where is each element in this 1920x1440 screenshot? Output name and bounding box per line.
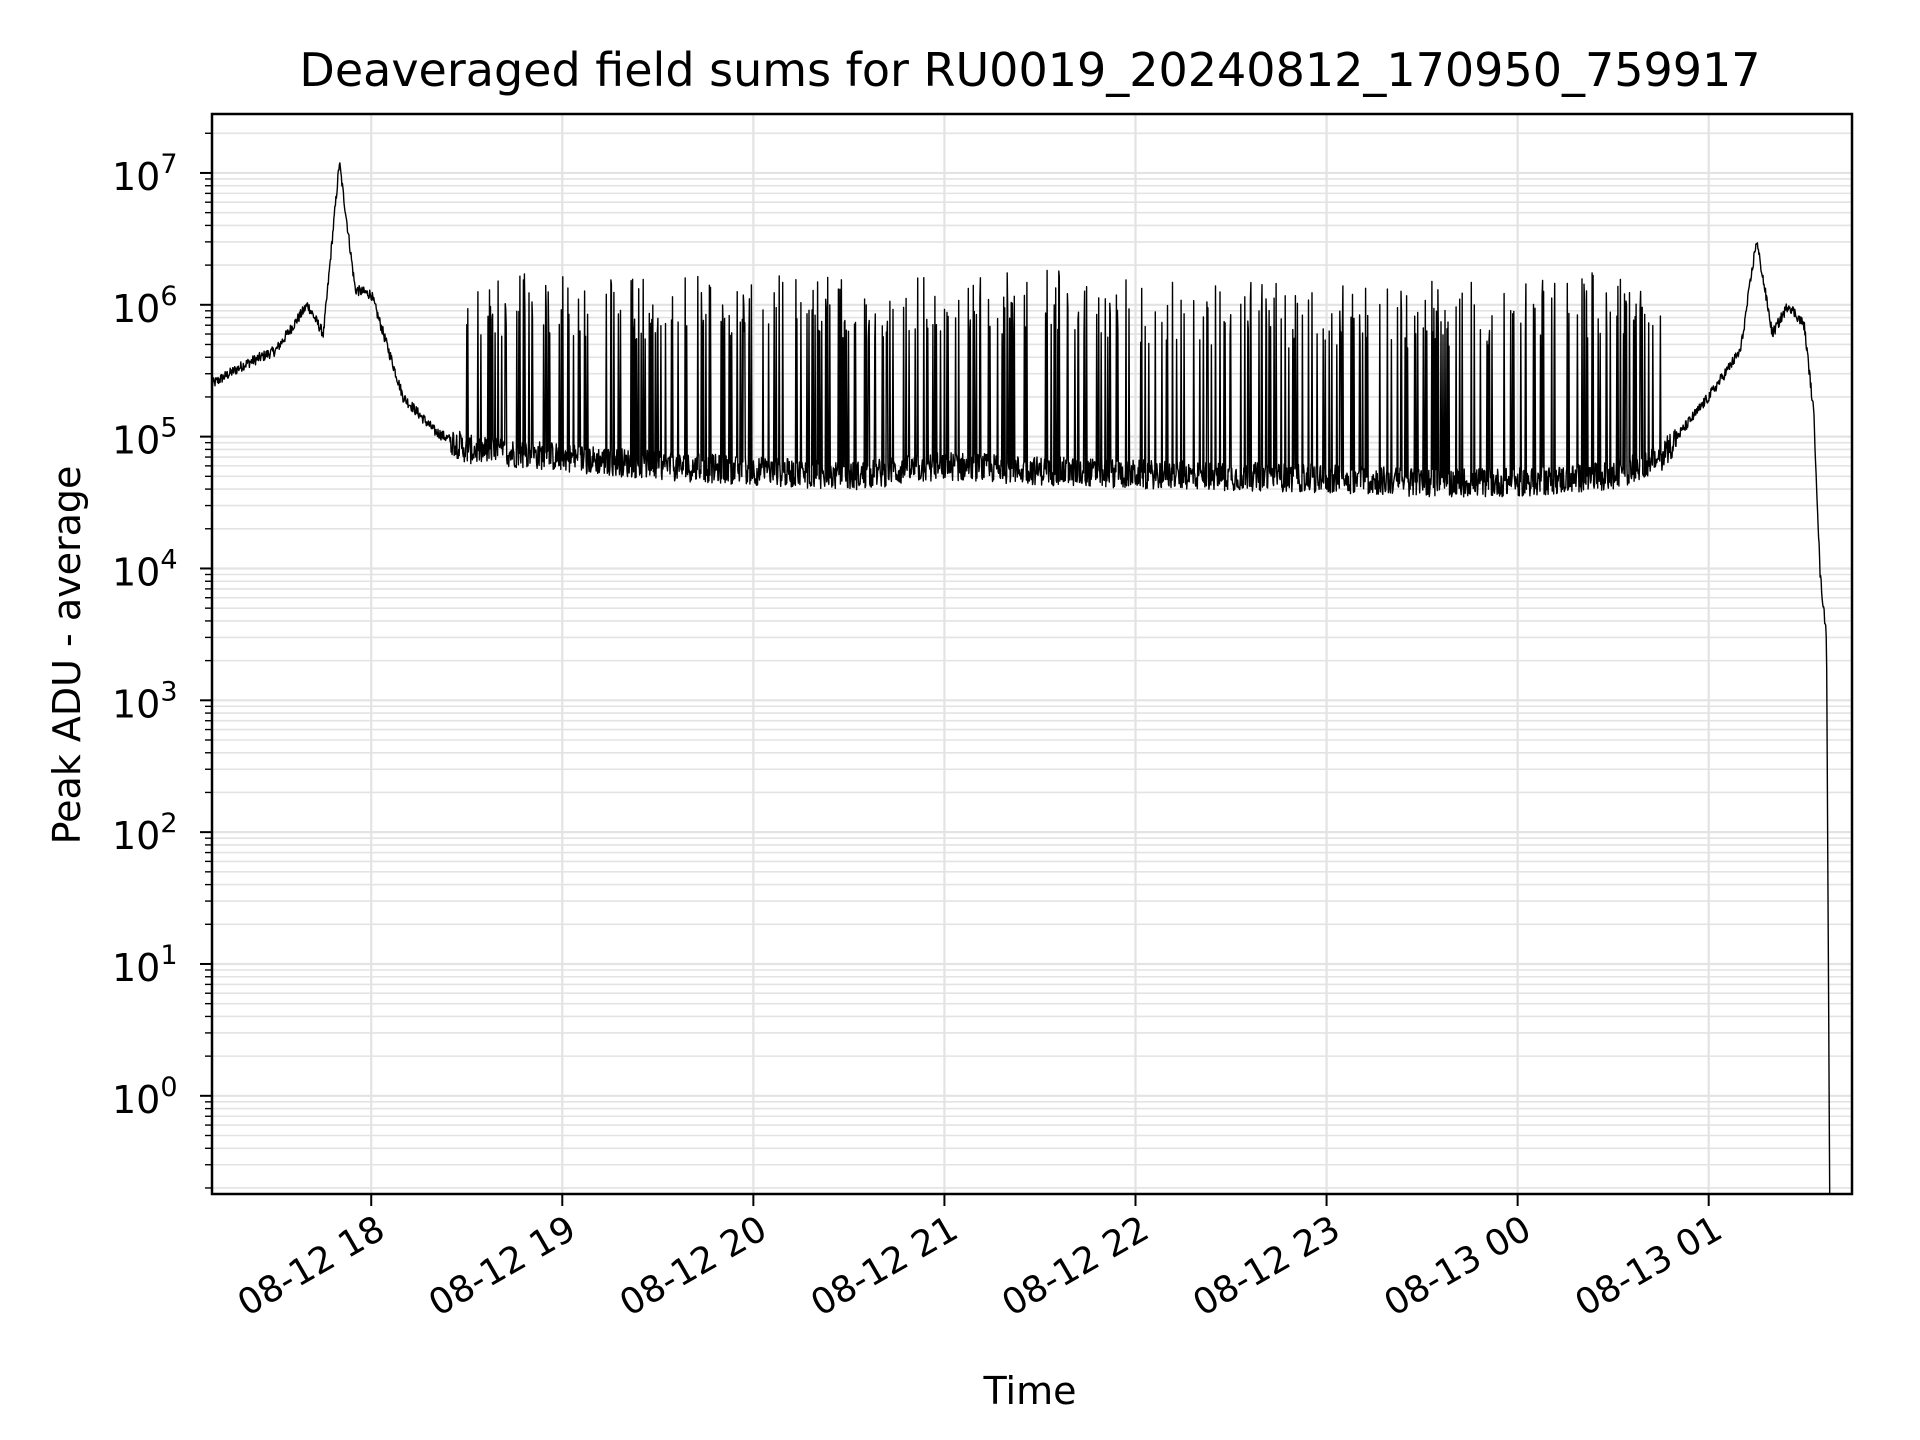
- y-tick-base: 10: [112, 946, 160, 990]
- y-tick-exponent: 0: [160, 1072, 177, 1103]
- y-tick-exponent: 2: [160, 808, 177, 839]
- y-tick-base: 10: [112, 155, 160, 199]
- y-tick-label: 107: [112, 149, 178, 199]
- y-tick-label: 101: [112, 940, 178, 990]
- chart-title: Deaveraged field sums for RU0019_2024081…: [299, 43, 1760, 97]
- y-tick-exponent: 5: [160, 413, 177, 444]
- y-tick-label: 104: [112, 544, 178, 594]
- y-tick-label: 105: [112, 413, 178, 463]
- y-tick-base: 10: [112, 682, 160, 726]
- y-tick-label: 106: [112, 281, 178, 331]
- axes-frame: [210, 112, 1854, 1196]
- y-tick-label: 102: [112, 808, 178, 858]
- x-axis-label: Time: [983, 1369, 1077, 1413]
- y-tick-base: 10: [112, 419, 160, 463]
- plot-line: [211, 162, 1831, 1195]
- y-axis-label: Peak ADU - average: [45, 466, 89, 845]
- y-tick-exponent: 6: [160, 281, 177, 312]
- y-tick-label: 100: [112, 1072, 178, 1122]
- y-tick-base: 10: [112, 1078, 160, 1122]
- grid: [212, 114, 1852, 1194]
- y-tick-exponent: 7: [160, 149, 177, 180]
- y-tick-base: 10: [112, 287, 160, 331]
- y-tick-exponent: 3: [160, 676, 177, 707]
- y-tick-exponent: 1: [160, 940, 177, 971]
- y-tick-label: 103: [112, 676, 178, 726]
- y-tick-base: 10: [112, 550, 160, 594]
- y-tick-base: 10: [112, 814, 160, 858]
- series-line: [211, 162, 1831, 1195]
- y-tick-exponent: 4: [160, 544, 177, 575]
